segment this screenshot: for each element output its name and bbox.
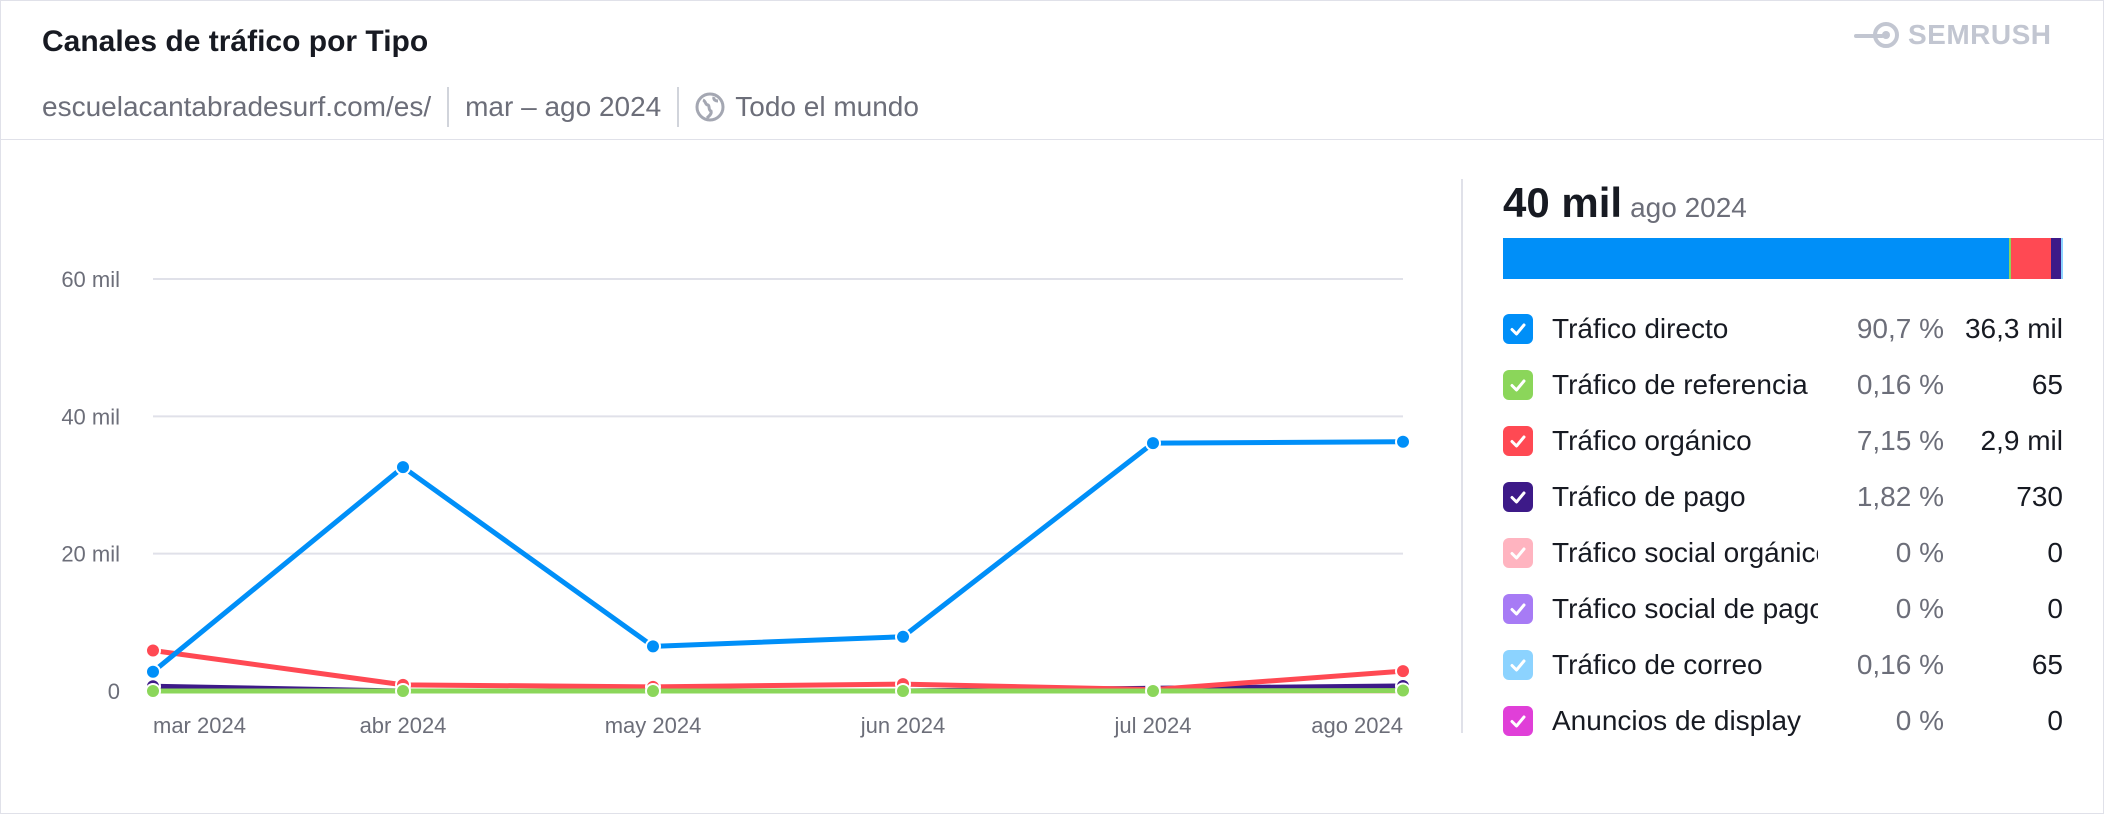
globe-icon — [695, 92, 725, 122]
domain-link[interactable]: escuelacantabradesurf.com/es/ — [42, 91, 432, 122]
series-line — [152, 648, 1404, 693]
legend-value: 0 — [2047, 537, 2063, 568]
legend-label: Anuncios de display — [1552, 705, 1802, 736]
legend-percent: 90,7 % — [1856, 313, 1944, 344]
legend-percent: 0 % — [1895, 593, 1944, 624]
checkbox-icon[interactable] — [1503, 706, 1533, 736]
legend-value: 0 — [2047, 593, 2063, 624]
checkbox-icon[interactable] — [1503, 650, 1533, 680]
legend-row[interactable]: Tráfico social orgánico 0 % 0 — [1503, 525, 2063, 581]
legend-percent: 0 % — [1895, 705, 1944, 736]
checkbox-icon[interactable] — [1503, 426, 1533, 456]
widget-meta: escuelacantabradesurf.com/es/ mar – ago … — [42, 87, 919, 127]
checkbox-icon[interactable] — [1503, 594, 1533, 624]
data-point — [645, 683, 661, 699]
legend-row[interactable]: Tráfico orgánico 7,15 % 2,9 mil — [1503, 413, 2063, 469]
data-point — [145, 663, 161, 680]
legend-row[interactable]: Tráfico de referencia 0,16 % 65 — [1503, 357, 2063, 413]
legend-label: Tráfico social orgánico — [1552, 537, 1818, 568]
legend-value: 2,9 mil — [1980, 425, 2063, 456]
checkbox-icon[interactable] — [1503, 314, 1533, 344]
x-tick-label: may 2024 — [605, 713, 702, 738]
series-line — [151, 439, 1404, 674]
legend-value: 730 — [2016, 481, 2063, 512]
share-segment — [2050, 238, 2062, 279]
line-chart: 0 20 mil 40 mil 60 mil mar 2024 abr 2024 may 2… — [61, 267, 1411, 738]
legend-percent: 1,82 % — [1856, 481, 1944, 512]
widget-header: Canales de tráfico por Tipo escuelacanta… — [1, 1, 2103, 140]
legend-label: Tráfico directo — [1552, 313, 1729, 344]
data-point — [145, 642, 161, 659]
legend-row[interactable]: Tráfico de pago 1,82 % 730 — [1503, 469, 2063, 525]
legend-label: Tráfico de pago — [1552, 481, 1746, 512]
share-segment — [2011, 238, 2051, 279]
legend-row[interactable]: Tráfico social de pago 0 % 0 — [1503, 581, 2063, 637]
share-segment — [2009, 238, 2012, 279]
region-label[interactable]: Todo el mundo — [735, 91, 919, 122]
data-point — [1395, 433, 1411, 450]
data-point — [145, 683, 161, 699]
share-segment — [2061, 238, 2063, 279]
legend-value: 65 — [2031, 369, 2063, 400]
legend-percent: 7,15 % — [1856, 425, 1944, 456]
legend-label: Tráfico de correo — [1552, 649, 1763, 680]
data-point — [895, 683, 911, 699]
data-point — [895, 628, 911, 645]
data-point — [395, 683, 411, 699]
x-tick-label: mar 2024 — [153, 713, 246, 738]
brand-name: SEMRUSH — [1908, 19, 2052, 50]
semrush-logo-icon: SEMRUSH — [1854, 19, 2052, 51]
total-value: 40 mil — [1503, 179, 1623, 226]
y-tick-label: 20 mil — [61, 542, 120, 567]
legend-row[interactable]: Tráfico de correo 0,16 % 65 — [1503, 637, 2063, 693]
x-tick-label: ago 2024 — [1311, 713, 1403, 738]
share-stacked-bar — [1503, 238, 2063, 279]
y-tick-label: 40 mil — [61, 404, 120, 429]
meta-divider — [677, 87, 680, 127]
meta-divider — [447, 87, 450, 127]
legend-row[interactable]: Anuncios de display 0 % 0 — [1503, 693, 2063, 749]
checkbox-icon[interactable] — [1503, 370, 1533, 400]
data-point — [1395, 682, 1411, 699]
legend-label: Tráfico de referencia — [1552, 369, 1808, 400]
legend-label: Tráfico social de pago — [1552, 593, 1818, 624]
widget-title: Canales de tráfico por Tipo — [42, 25, 429, 58]
legend-value: 65 — [2031, 649, 2063, 680]
legend-percent: 0 % — [1895, 537, 1944, 568]
legend-value: 0 — [2047, 705, 2063, 736]
x-tick-label: abr 2024 — [360, 713, 447, 738]
checkbox-icon[interactable] — [1503, 538, 1533, 568]
legend-list: Tráfico directo 90,7 % 36,3 mil Tráfico de … — [1503, 301, 2063, 749]
legend-row[interactable]: Tráfico directo 90,7 % 36,3 mil — [1503, 301, 2063, 357]
y-tick-label: 0 — [108, 679, 120, 704]
summary-total: 40 mil ago 2024 — [1503, 179, 2063, 239]
data-point — [1395, 663, 1411, 680]
data-point — [1145, 435, 1161, 452]
legend-percent: 0,16 % — [1856, 369, 1944, 400]
data-point — [395, 459, 411, 476]
x-tick-label: jun 2024 — [860, 713, 945, 738]
date-range[interactable]: mar – ago 2024 — [465, 91, 662, 122]
summary-panel: 40 mil ago 2024 Tráfico directo 90,7 % 36,… — [1503, 179, 2063, 736]
share-segment — [1503, 238, 2010, 279]
checkbox-icon[interactable] — [1503, 482, 1533, 512]
legend-value: 36,3 mil — [1964, 313, 2063, 344]
total-date: ago 2024 — [1630, 192, 1747, 223]
legend-percent: 0,16 % — [1856, 649, 1944, 680]
x-tick-label: jul 2024 — [1113, 713, 1191, 738]
panel-divider — [1461, 179, 1463, 733]
legend-label: Tráfico orgánico — [1552, 425, 1752, 456]
y-tick-label: 60 mil — [61, 267, 120, 292]
data-point — [645, 638, 661, 655]
data-point — [1145, 683, 1161, 699]
